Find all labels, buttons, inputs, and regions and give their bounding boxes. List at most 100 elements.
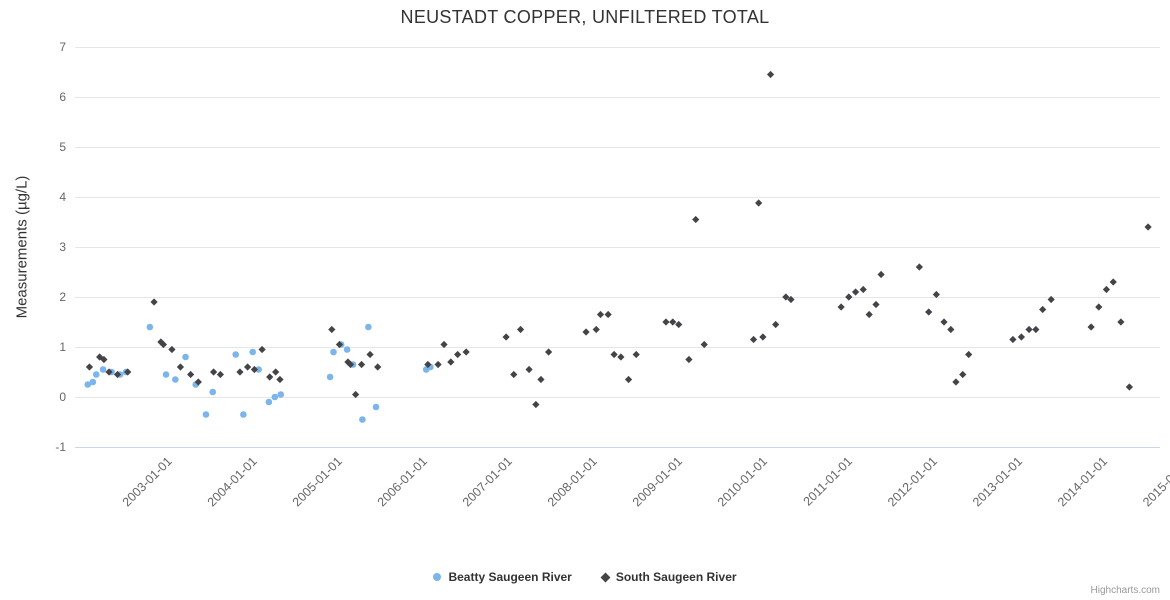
data-point-beatty[interactable] [365, 323, 372, 331]
data-point-south[interactable] [124, 368, 132, 376]
data-point-south[interactable] [851, 288, 860, 296]
data-point-beatty[interactable] [372, 403, 380, 411]
data-point-beatty[interactable] [162, 371, 170, 378]
data-point-south[interactable] [1144, 223, 1152, 231]
data-point-south[interactable] [624, 375, 633, 384]
data-point-south[interactable] [1117, 318, 1125, 326]
data-point-south[interactable] [766, 70, 775, 79]
data-point-south[interactable] [1025, 325, 1033, 334]
data-point-south[interactable] [335, 340, 344, 349]
data-point-south[interactable] [662, 318, 670, 326]
data-point-south[interactable] [610, 350, 618, 359]
data-point-beatty[interactable] [89, 378, 97, 386]
data-point-beatty[interactable] [202, 411, 210, 418]
legend-item-south-saugeen-river[interactable]: South Saugeen River [600, 570, 737, 584]
data-point-south[interactable] [85, 363, 94, 371]
data-point-beatty[interactable] [172, 376, 179, 383]
data-point-beatty[interactable] [146, 323, 154, 331]
data-point-south[interactable] [952, 378, 960, 386]
data-point-south[interactable] [845, 293, 853, 301]
data-point-south[interactable] [915, 263, 923, 271]
data-point-beatty[interactable] [99, 366, 107, 373]
data-point-south[interactable] [113, 370, 122, 379]
data-point-beatty[interactable] [255, 366, 262, 373]
data-point-beatty[interactable] [277, 391, 285, 398]
data-point-south[interactable] [755, 199, 763, 207]
data-point-south[interactable] [582, 328, 590, 336]
data-point-south[interactable] [502, 333, 510, 341]
data-point-south[interactable] [749, 335, 758, 344]
data-point-south[interactable] [872, 300, 880, 309]
data-point-south[interactable] [669, 318, 677, 326]
data-point-south[interactable] [424, 360, 432, 369]
data-point-south[interactable] [510, 370, 518, 379]
data-point-south[interactable] [1102, 285, 1111, 294]
data-point-south[interactable] [272, 368, 280, 376]
data-point-south[interactable] [932, 290, 940, 299]
data-point-beatty[interactable] [265, 398, 273, 406]
data-point-south[interactable] [244, 363, 252, 371]
data-point-beatty[interactable] [182, 353, 189, 361]
data-point-south[interactable] [782, 293, 790, 301]
data-point-south[interactable] [258, 345, 266, 354]
data-point-south[interactable] [374, 363, 382, 371]
data-point-south[interactable] [1032, 325, 1040, 334]
data-point-south[interactable] [516, 325, 525, 334]
data-point-south[interactable] [947, 325, 955, 334]
data-point-south[interactable] [216, 370, 225, 379]
data-point-south[interactable] [150, 298, 158, 306]
data-point-beatty[interactable] [271, 393, 279, 401]
data-point-beatty[interactable] [240, 411, 247, 418]
data-point-south[interactable] [859, 285, 867, 294]
data-point-south[interactable] [759, 333, 767, 341]
data-point-south[interactable] [454, 350, 462, 359]
data-point-south[interactable] [925, 308, 933, 316]
data-point-south[interactable] [537, 375, 545, 384]
data-point-south[interactable] [462, 348, 470, 356]
data-point-south[interactable] [194, 378, 202, 386]
data-point-south[interactable] [187, 370, 195, 379]
data-point-south[interactable] [596, 310, 605, 319]
data-point-south[interactable] [965, 350, 973, 359]
data-point-south[interactable] [865, 310, 873, 319]
data-point-south[interactable] [105, 368, 113, 376]
data-point-south[interactable] [1017, 333, 1025, 341]
data-point-beatty[interactable] [359, 416, 366, 423]
data-point-south[interactable] [1039, 305, 1047, 314]
data-point-south[interactable] [236, 368, 244, 376]
data-point-south[interactable] [532, 400, 540, 409]
data-point-south[interactable] [352, 390, 360, 399]
data-point-south[interactable] [1047, 295, 1055, 304]
data-point-south[interactable] [787, 295, 795, 304]
data-point-south[interactable] [700, 340, 708, 349]
data-point-south[interactable] [525, 365, 533, 374]
data-point-south[interactable] [434, 360, 442, 369]
data-point-south[interactable] [366, 350, 374, 359]
data-point-beatty[interactable] [343, 346, 351, 353]
data-point-south[interactable] [675, 320, 683, 329]
data-point-south[interactable] [837, 303, 845, 311]
data-point-south[interactable] [346, 360, 355, 369]
data-point-south[interactable] [1095, 303, 1103, 311]
data-point-south[interactable] [447, 358, 455, 366]
data-point-south[interactable] [440, 340, 448, 349]
data-point-south[interactable] [545, 348, 553, 356]
data-point-beatty[interactable] [232, 351, 240, 358]
credits-link[interactable]: Highcharts.com [1090, 585, 1160, 596]
data-point-south[interactable] [940, 318, 948, 326]
data-point-beatty[interactable] [84, 381, 92, 388]
data-point-south[interactable] [1009, 335, 1017, 344]
data-point-south[interactable] [250, 365, 259, 374]
data-point-south[interactable] [210, 368, 218, 376]
data-point-south[interactable] [276, 375, 284, 384]
data-point-south[interactable] [592, 325, 600, 334]
data-point-south[interactable] [159, 340, 168, 349]
data-point-beatty[interactable] [326, 373, 334, 381]
data-point-beatty[interactable] [92, 371, 100, 378]
data-point-south[interactable] [1109, 278, 1117, 286]
data-point-south[interactable] [357, 360, 366, 369]
data-point-south[interactable] [617, 353, 625, 361]
data-point-south[interactable] [959, 370, 967, 379]
data-point-south[interactable] [604, 310, 612, 319]
data-point-beatty[interactable] [330, 348, 337, 356]
